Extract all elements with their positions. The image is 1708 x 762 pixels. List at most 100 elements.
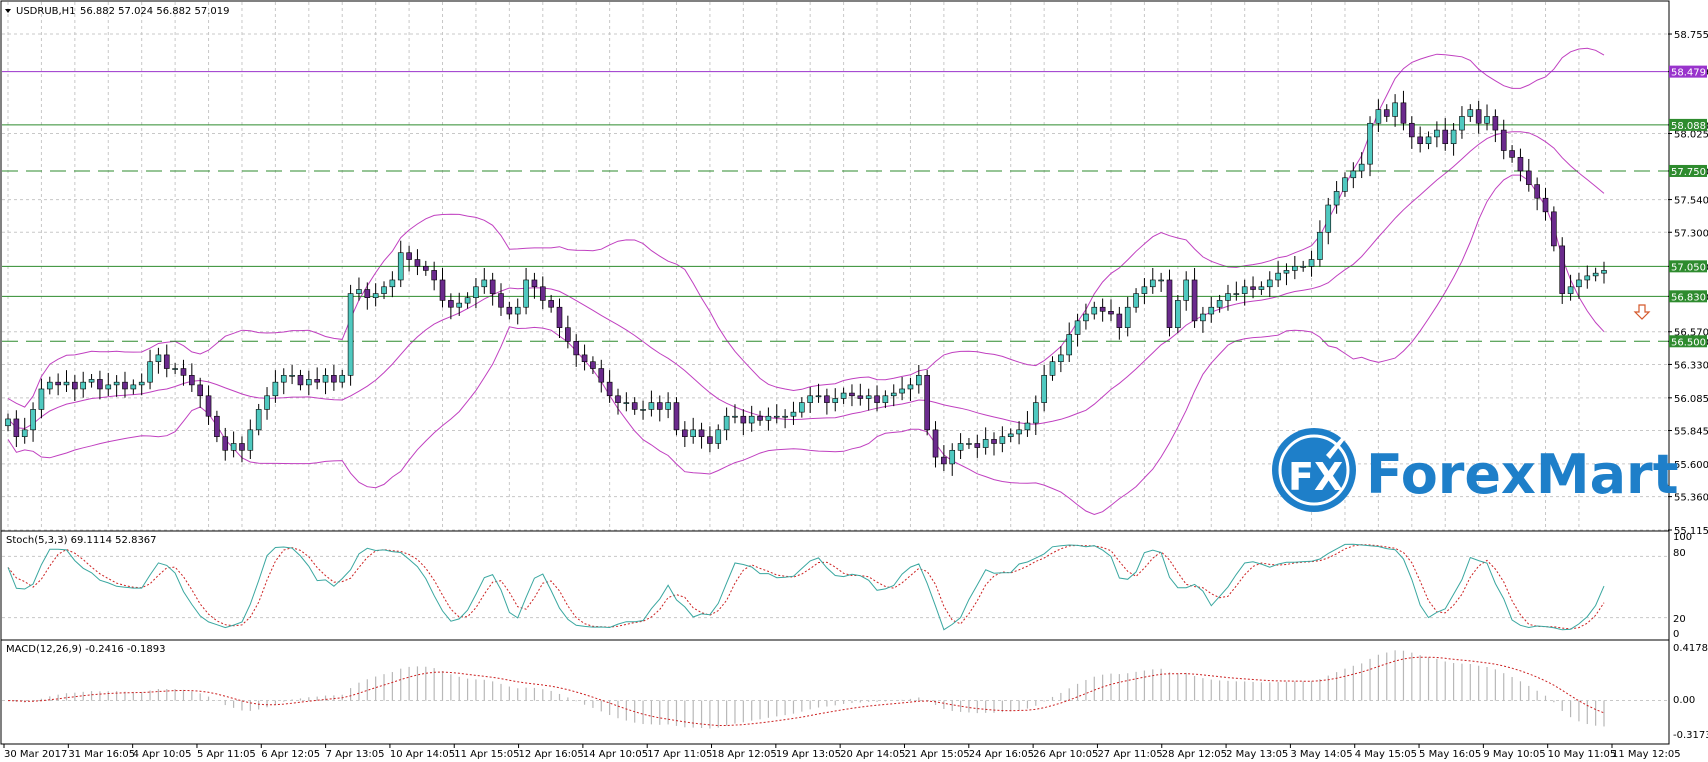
level-tag-58.479	[1669, 65, 1707, 78]
candle	[849, 384, 855, 407]
time-tick-label: 5 May 16:05	[1419, 749, 1481, 760]
candle-body	[1225, 293, 1231, 301]
candle	[581, 344, 588, 371]
candle	[147, 349, 153, 390]
candle	[1500, 119, 1507, 160]
candle-body	[807, 395, 813, 403]
candle-body	[122, 381, 128, 390]
candle-body	[782, 415, 788, 418]
candle	[698, 422, 705, 449]
symbol-menu-triangle-icon[interactable]	[5, 9, 11, 13]
candle-body	[230, 443, 237, 451]
candle-body	[1576, 279, 1582, 288]
horizontal-levels[interactable]	[2, 71, 1668, 342]
time-tick-label: 17 Apr 11:05	[647, 749, 712, 760]
candle	[272, 370, 279, 403]
candle-body	[832, 398, 839, 403]
candle-body	[46, 381, 53, 390]
candle	[306, 370, 312, 396]
time-tick-label: 30 Mar 2017	[4, 749, 67, 760]
candle-body	[857, 395, 864, 399]
time-tick-label: 11 May 12:05	[1612, 749, 1681, 760]
macd-pane[interactable]: MACD(12,26,9) -0.2416 -0.1893 0.4178 0.0…	[0, 639, 1708, 745]
candle-body	[982, 439, 989, 448]
candle	[163, 344, 170, 378]
candle	[1584, 265, 1591, 289]
candle-body	[573, 340, 580, 356]
candle-body	[957, 443, 964, 451]
candle-body	[255, 409, 262, 431]
candle-body	[1233, 293, 1240, 295]
candle-body	[707, 436, 713, 444]
candle	[1484, 104, 1490, 131]
time-tick-label: 5 Apr 11:05	[197, 749, 256, 760]
candle-body	[1116, 313, 1123, 328]
candle	[1542, 187, 1549, 221]
candle	[1032, 395, 1039, 436]
candle	[1292, 255, 1298, 280]
candle-body	[1292, 266, 1298, 271]
candle-body	[1317, 231, 1323, 260]
candle	[924, 369, 930, 436]
candle-body	[565, 327, 571, 342]
candle-body	[1183, 279, 1190, 301]
candle-body	[1425, 136, 1432, 145]
candle-body	[1066, 334, 1073, 356]
macd-level-top: 0.4178	[1673, 643, 1708, 654]
candle	[1041, 364, 1047, 412]
candle-body	[1350, 170, 1357, 179]
candle-body	[1241, 286, 1248, 294]
candle-body	[682, 429, 688, 437]
candle-body	[665, 402, 671, 410]
candle	[1099, 298, 1106, 322]
candle-body	[1024, 422, 1031, 431]
candle-body	[222, 436, 229, 451]
candle-body	[1342, 177, 1348, 192]
candle	[1434, 121, 1440, 148]
candle	[1509, 145, 1515, 163]
candle-body	[1258, 286, 1265, 290]
candle	[439, 267, 446, 308]
candle-body	[1551, 211, 1557, 247]
candle	[339, 369, 346, 388]
candle	[673, 397, 680, 436]
candle	[1358, 152, 1365, 179]
candle-body	[648, 402, 655, 410]
candle-body	[941, 456, 947, 465]
candle	[489, 272, 496, 306]
candle	[1200, 306, 1206, 333]
candle	[1392, 94, 1398, 127]
candle-body	[1283, 270, 1290, 274]
forexmart-logo-arrow-icon	[1326, 421, 1358, 459]
candle	[548, 294, 554, 313]
candle	[322, 368, 329, 395]
candle	[1300, 260, 1306, 272]
price-pane[interactable]: 58.755 58.479 58.08858.025 57.750 57.540 57.3…	[0, 0, 1708, 537]
candle	[932, 421, 939, 468]
candle-body	[205, 395, 212, 417]
candle-body	[389, 279, 396, 288]
candle	[1116, 306, 1123, 340]
stoch-level-0: 0	[1673, 629, 1679, 640]
candle	[381, 281, 387, 300]
candle-body	[138, 381, 145, 386]
candle-body	[865, 395, 872, 399]
candle	[97, 370, 103, 400]
candle	[840, 387, 847, 404]
candle	[1559, 237, 1566, 304]
candle	[1576, 272, 1582, 299]
candle-body	[172, 368, 178, 370]
candle-body	[514, 306, 521, 315]
candle	[590, 356, 596, 374]
ohlc-values: 56.882 57.024 56.882 57.019	[80, 6, 230, 17]
candle	[297, 369, 304, 391]
candle-body	[239, 443, 245, 451]
macd-label: MACD(12,26,9) -0.2416 -0.1893	[6, 644, 166, 655]
candle	[1592, 267, 1599, 282]
candle	[1141, 278, 1148, 304]
candle-body	[5, 418, 11, 427]
candle	[1317, 220, 1323, 267]
candle	[824, 388, 830, 415]
candle-body	[656, 402, 663, 410]
